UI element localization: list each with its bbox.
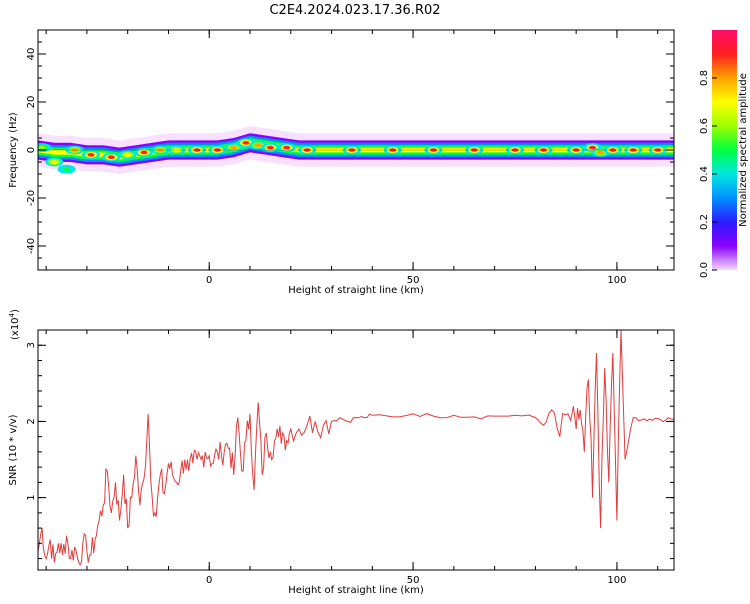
colorbar-tick-label: 0.2	[699, 214, 710, 230]
snr-scale-exponent: 4	[8, 312, 16, 317]
spectrogram-xlabel: Height of straight line (km)	[288, 285, 424, 296]
snr-ylabel: SNR (10 * v/v)	[8, 414, 19, 485]
spectrogram-blob-core	[107, 155, 115, 159]
y-tick-label: 2	[26, 418, 37, 424]
svg-text:(x104): (x104)	[8, 309, 21, 340]
spectrogram-panel: 0 50 100 -40 -20 0 20 40 Height of straight lin…	[8, 29, 675, 296]
snr-scale-prefix: (x10	[10, 317, 21, 340]
y-tick-label: -20	[26, 190, 37, 206]
spectrogram-blob-core	[242, 141, 250, 145]
x-tick-label: 100	[607, 275, 626, 286]
colorbar-gradient	[712, 30, 737, 270]
colorbar-tick-label: 0.6	[699, 118, 710, 134]
y-tick-label: 0	[26, 147, 37, 153]
snr-xlabel: Height of straight line (km)	[288, 585, 424, 596]
spectrogram-blob-core	[38, 145, 46, 150]
spectrogram-blob-core	[87, 153, 95, 157]
colorbar-tick-label: 0.8	[699, 70, 710, 86]
x-tick-label: 50	[407, 575, 420, 586]
spectrogram-ylabel: Frequency (Hz)	[8, 112, 19, 188]
snr-scale-suffix: )	[10, 309, 21, 313]
x-tick-label: 0	[206, 275, 212, 286]
x-tick-label: 0	[206, 575, 212, 586]
x-tick-label: 50	[407, 275, 420, 286]
spectrogram-ticks: 0 50 100 -40 -20 0 20 40	[26, 30, 674, 286]
y-tick-label: 3	[26, 342, 37, 348]
figure-title: C2E4.2024.023.17.36.R02	[269, 3, 440, 18]
colorbar-label: Normalized spectral amplitude	[738, 73, 749, 227]
spectrogram-blob-core	[124, 153, 132, 157]
colorbar-ticks: 0.0 0.2 0.4 0.6 0.8	[699, 70, 717, 278]
spectrogram-blob-core	[283, 145, 291, 150]
spectrogram-heatmap	[38, 126, 674, 174]
spectrogram-blob-core	[230, 145, 238, 150]
spectrogram-blob-core	[140, 150, 148, 155]
x-tick-label: 100	[607, 575, 626, 586]
y-tick-label: 1	[26, 494, 37, 500]
y-tick-label: -40	[26, 238, 37, 254]
spectrogram-blob-core	[266, 145, 274, 150]
colorbar-tick-label: 0.4	[699, 166, 710, 182]
spectrogram-blob-core	[588, 145, 596, 150]
y-tick-label: 40	[26, 48, 37, 61]
snr-panel: 0 50 100 1 2 3 Height of straight line (km) S…	[8, 309, 675, 596]
spectrogram-blob-core	[63, 167, 71, 171]
snr-series-line	[38, 330, 674, 567]
snr-frame	[37, 329, 675, 571]
spectrogram-blob-core	[254, 143, 262, 147]
colorbar: 0.0 0.2 0.4 0.6 0.8 Normalized spectral ampl…	[699, 30, 749, 278]
spectrogram-blob-core	[597, 150, 605, 155]
colorbar-tick-label: 0.0	[699, 262, 710, 278]
snr-ticks: 0 50 100 1 2 3	[26, 330, 674, 586]
spectrogram-blob-core	[50, 160, 58, 164]
y-tick-label: 20	[26, 96, 37, 109]
snr-scale-label: (x104)	[8, 309, 21, 340]
